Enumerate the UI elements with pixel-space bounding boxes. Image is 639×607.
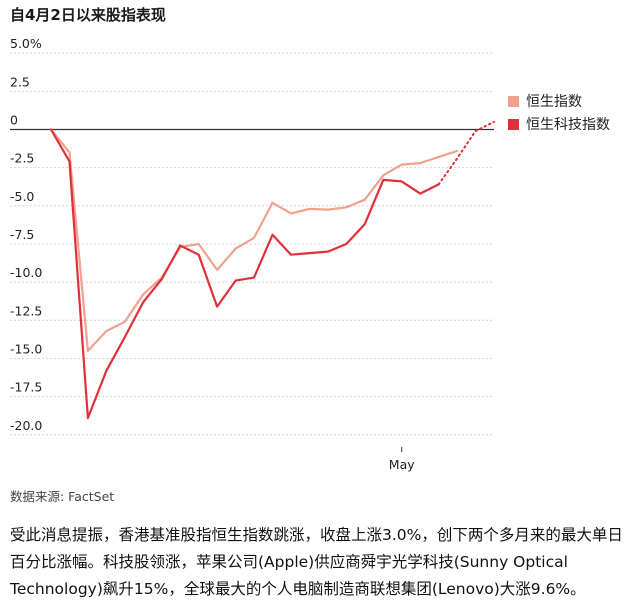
y-axis-ticks: 5.0% 2.5 0 -2.5 -5.0 -7.5 -10.0 -12.5 -15.0 -17.5… [10, 36, 42, 433]
y-tick-label: 0 [10, 112, 18, 127]
y-tick-label: -12.5 [10, 303, 42, 318]
y-tick-label: -15.0 [10, 341, 42, 356]
series-line-1 [49, 128, 440, 420]
series-lines [49, 105, 495, 420]
series-line-dotted-extension [437, 120, 495, 186]
legend-swatch [508, 119, 519, 130]
chart-svg: 5.0% 2.5 0 -2.5 -5.0 -7.5 -10.0 -12.5 -15.0 -17.5… [10, 36, 610, 472]
legend-label: 恒生科技指数 [526, 117, 610, 133]
article-caption: 受此消息提振，香港基准股指恒生指数跳涨，收盘上涨3.0%，创下两个多月来的最大单… [10, 526, 623, 598]
y-tick-label: -10.0 [10, 265, 42, 280]
y-tick-label: 5.0% [10, 36, 42, 51]
legend-label: 恒生指数 [526, 94, 582, 110]
data-source: 数据来源: FactSet [10, 489, 115, 504]
series-line-0 [51, 105, 494, 351]
y-tick-label: -7.5 [10, 227, 34, 242]
y-tick-label: -2.5 [10, 151, 34, 166]
x-axis-ticks: May [389, 447, 415, 472]
y-tick-label: -20.0 [10, 418, 42, 433]
y-tick-label: -17.5 [10, 380, 42, 395]
y-tick-label: 2.5 [10, 74, 30, 89]
y-tick-label: -5.0 [10, 189, 34, 204]
legend-swatch [508, 96, 519, 107]
x-tick-label: May [389, 457, 415, 472]
chart-title: 自4月2日以来股指表现 [10, 6, 166, 24]
grid-lines [10, 52, 494, 436]
